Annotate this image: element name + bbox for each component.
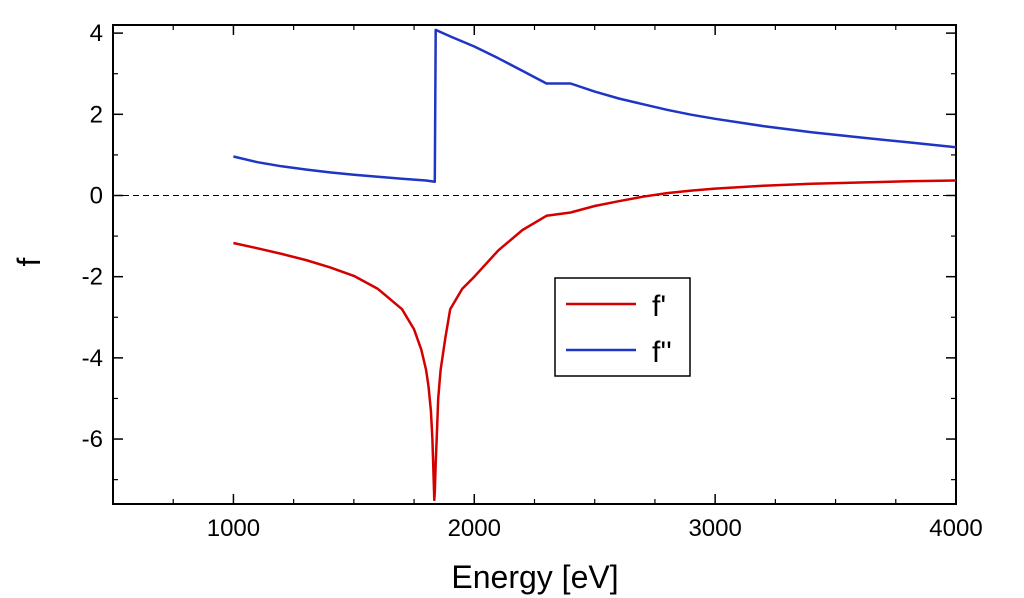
y-axis-title: f — [11, 257, 47, 266]
plot-frame — [112, 24, 957, 505]
x-tick-label: 2000 — [448, 515, 501, 542]
y-tick-label: -4 — [82, 345, 103, 372]
legend-box — [554, 277, 691, 377]
y-tick-label: 0 — [90, 182, 103, 209]
y-tick-label: 2 — [90, 101, 103, 128]
series-line-f-double-prime — [233, 28, 957, 183]
x-tick-label: 3000 — [688, 515, 741, 542]
x-tick-label: 1000 — [207, 515, 260, 542]
legend: f' f'' — [554, 277, 691, 377]
series-line-f-prime — [233, 179, 957, 502]
legend-label-f-prime: f' — [652, 290, 666, 323]
legend-label-f-double-prime: f'' — [652, 336, 672, 369]
y-tick-label: -2 — [82, 264, 103, 291]
x-axis-title: Energy [eV] — [451, 559, 618, 595]
y-tick-label: -6 — [82, 426, 103, 453]
x-tick-label: 4000 — [929, 515, 982, 542]
y-tick-label: 4 — [90, 20, 103, 47]
